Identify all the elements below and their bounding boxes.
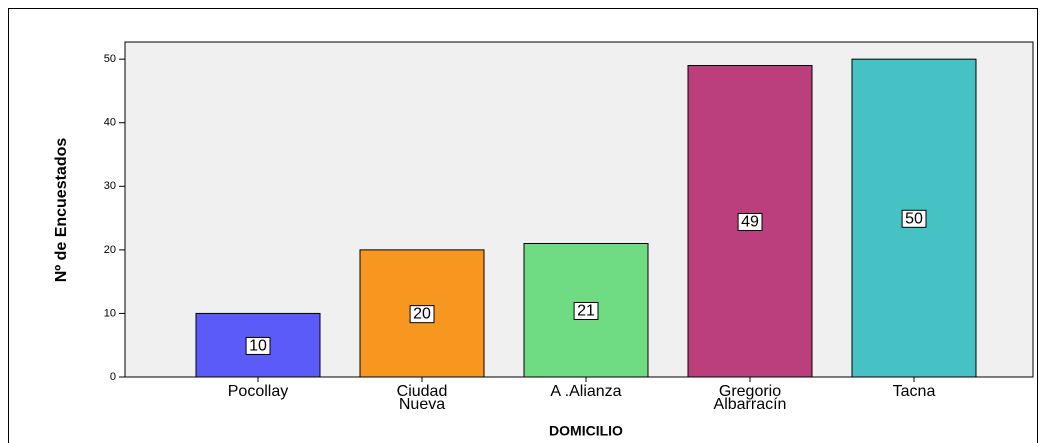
value-label-box xyxy=(409,305,435,324)
x-tick-label: Tacna xyxy=(893,383,936,400)
y-tick-label: 50 xyxy=(104,53,116,65)
x-tick-label: Gregorio Albarracín xyxy=(714,383,787,413)
value-label-box xyxy=(245,336,271,355)
y-tick-label: 30 xyxy=(104,180,116,192)
value-label-box xyxy=(901,209,927,228)
x-axis-label: DOMICILIO xyxy=(549,423,623,439)
y-tick-label: 20 xyxy=(104,244,116,256)
y-tick-label: 10 xyxy=(104,307,116,319)
value-label-box xyxy=(737,212,763,231)
value-label: 10 xyxy=(249,337,267,354)
x-tick-label: Pocollay xyxy=(228,383,288,400)
y-tick-label: 40 xyxy=(104,117,116,129)
value-label: 49 xyxy=(741,213,759,230)
x-tick-label: A .Alianza xyxy=(550,383,621,400)
value-label: 20 xyxy=(413,306,431,323)
y-tick-label: 0 xyxy=(110,371,116,383)
x-tick-label: Ciudad Nueva xyxy=(397,383,448,413)
value-label: 21 xyxy=(577,302,595,319)
y-axis-label: Nº de Encuestados xyxy=(53,138,70,283)
value-label-box xyxy=(573,301,599,320)
value-label: 50 xyxy=(905,210,923,227)
